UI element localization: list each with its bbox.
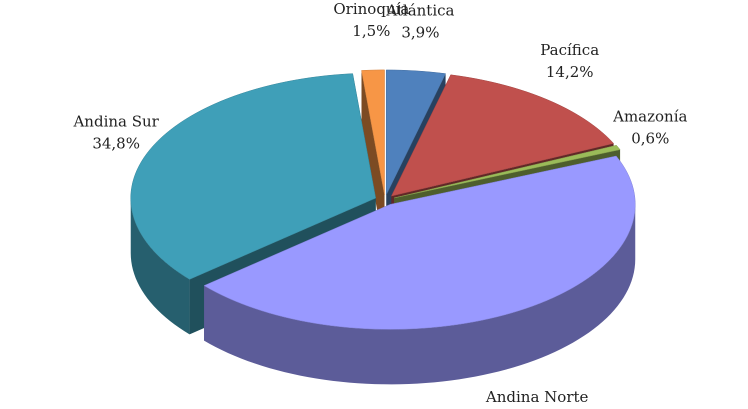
slice-side bbox=[361, 70, 385, 250]
slice bbox=[385, 69, 446, 196]
slice bbox=[361, 69, 385, 195]
slice bbox=[394, 145, 621, 199]
category-label: Atlántica bbox=[385, 1, 454, 19]
slice-wall bbox=[204, 204, 636, 385]
value-label: 1,5% bbox=[352, 22, 390, 40]
category-label: Amazonía bbox=[612, 107, 687, 125]
category-label: Andina Sur bbox=[72, 112, 159, 130]
value-label: 0,6% bbox=[631, 129, 669, 147]
category-label: Pacífica bbox=[540, 41, 599, 59]
slice-wall bbox=[130, 198, 190, 335]
slice bbox=[390, 74, 615, 197]
category-label: Andina Norte bbox=[485, 388, 589, 406]
value-label: 14,2% bbox=[546, 63, 594, 81]
value-label: 3,9% bbox=[401, 23, 439, 41]
category-label: Orinoquía bbox=[333, 0, 409, 18]
value-label: 34,8% bbox=[92, 134, 140, 152]
slice bbox=[130, 73, 377, 280]
slice bbox=[203, 155, 636, 330]
